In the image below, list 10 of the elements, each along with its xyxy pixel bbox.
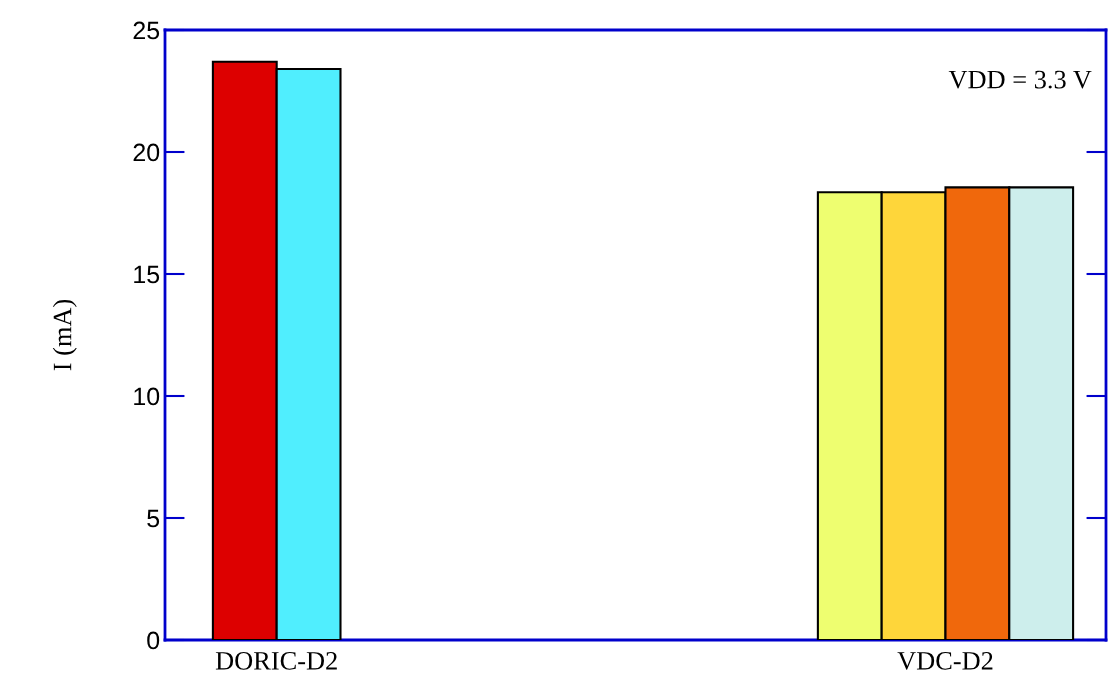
y-tick-label: 25 (133, 21, 160, 40)
annotation: VDD = 3.3 V (948, 70, 1092, 89)
x-tick-label: DORIC-D2 (215, 651, 337, 670)
y-tick-label: 20 (133, 143, 160, 162)
y-tick-label: 10 (134, 387, 160, 406)
y-tick-label: 0 (147, 631, 160, 650)
y-tick-label: 5 (147, 509, 160, 528)
x-tick-label: VDC-D2 (897, 651, 993, 670)
y-tick-label: 15 (134, 265, 160, 284)
y-axis-title: I (mA) (52, 299, 77, 371)
